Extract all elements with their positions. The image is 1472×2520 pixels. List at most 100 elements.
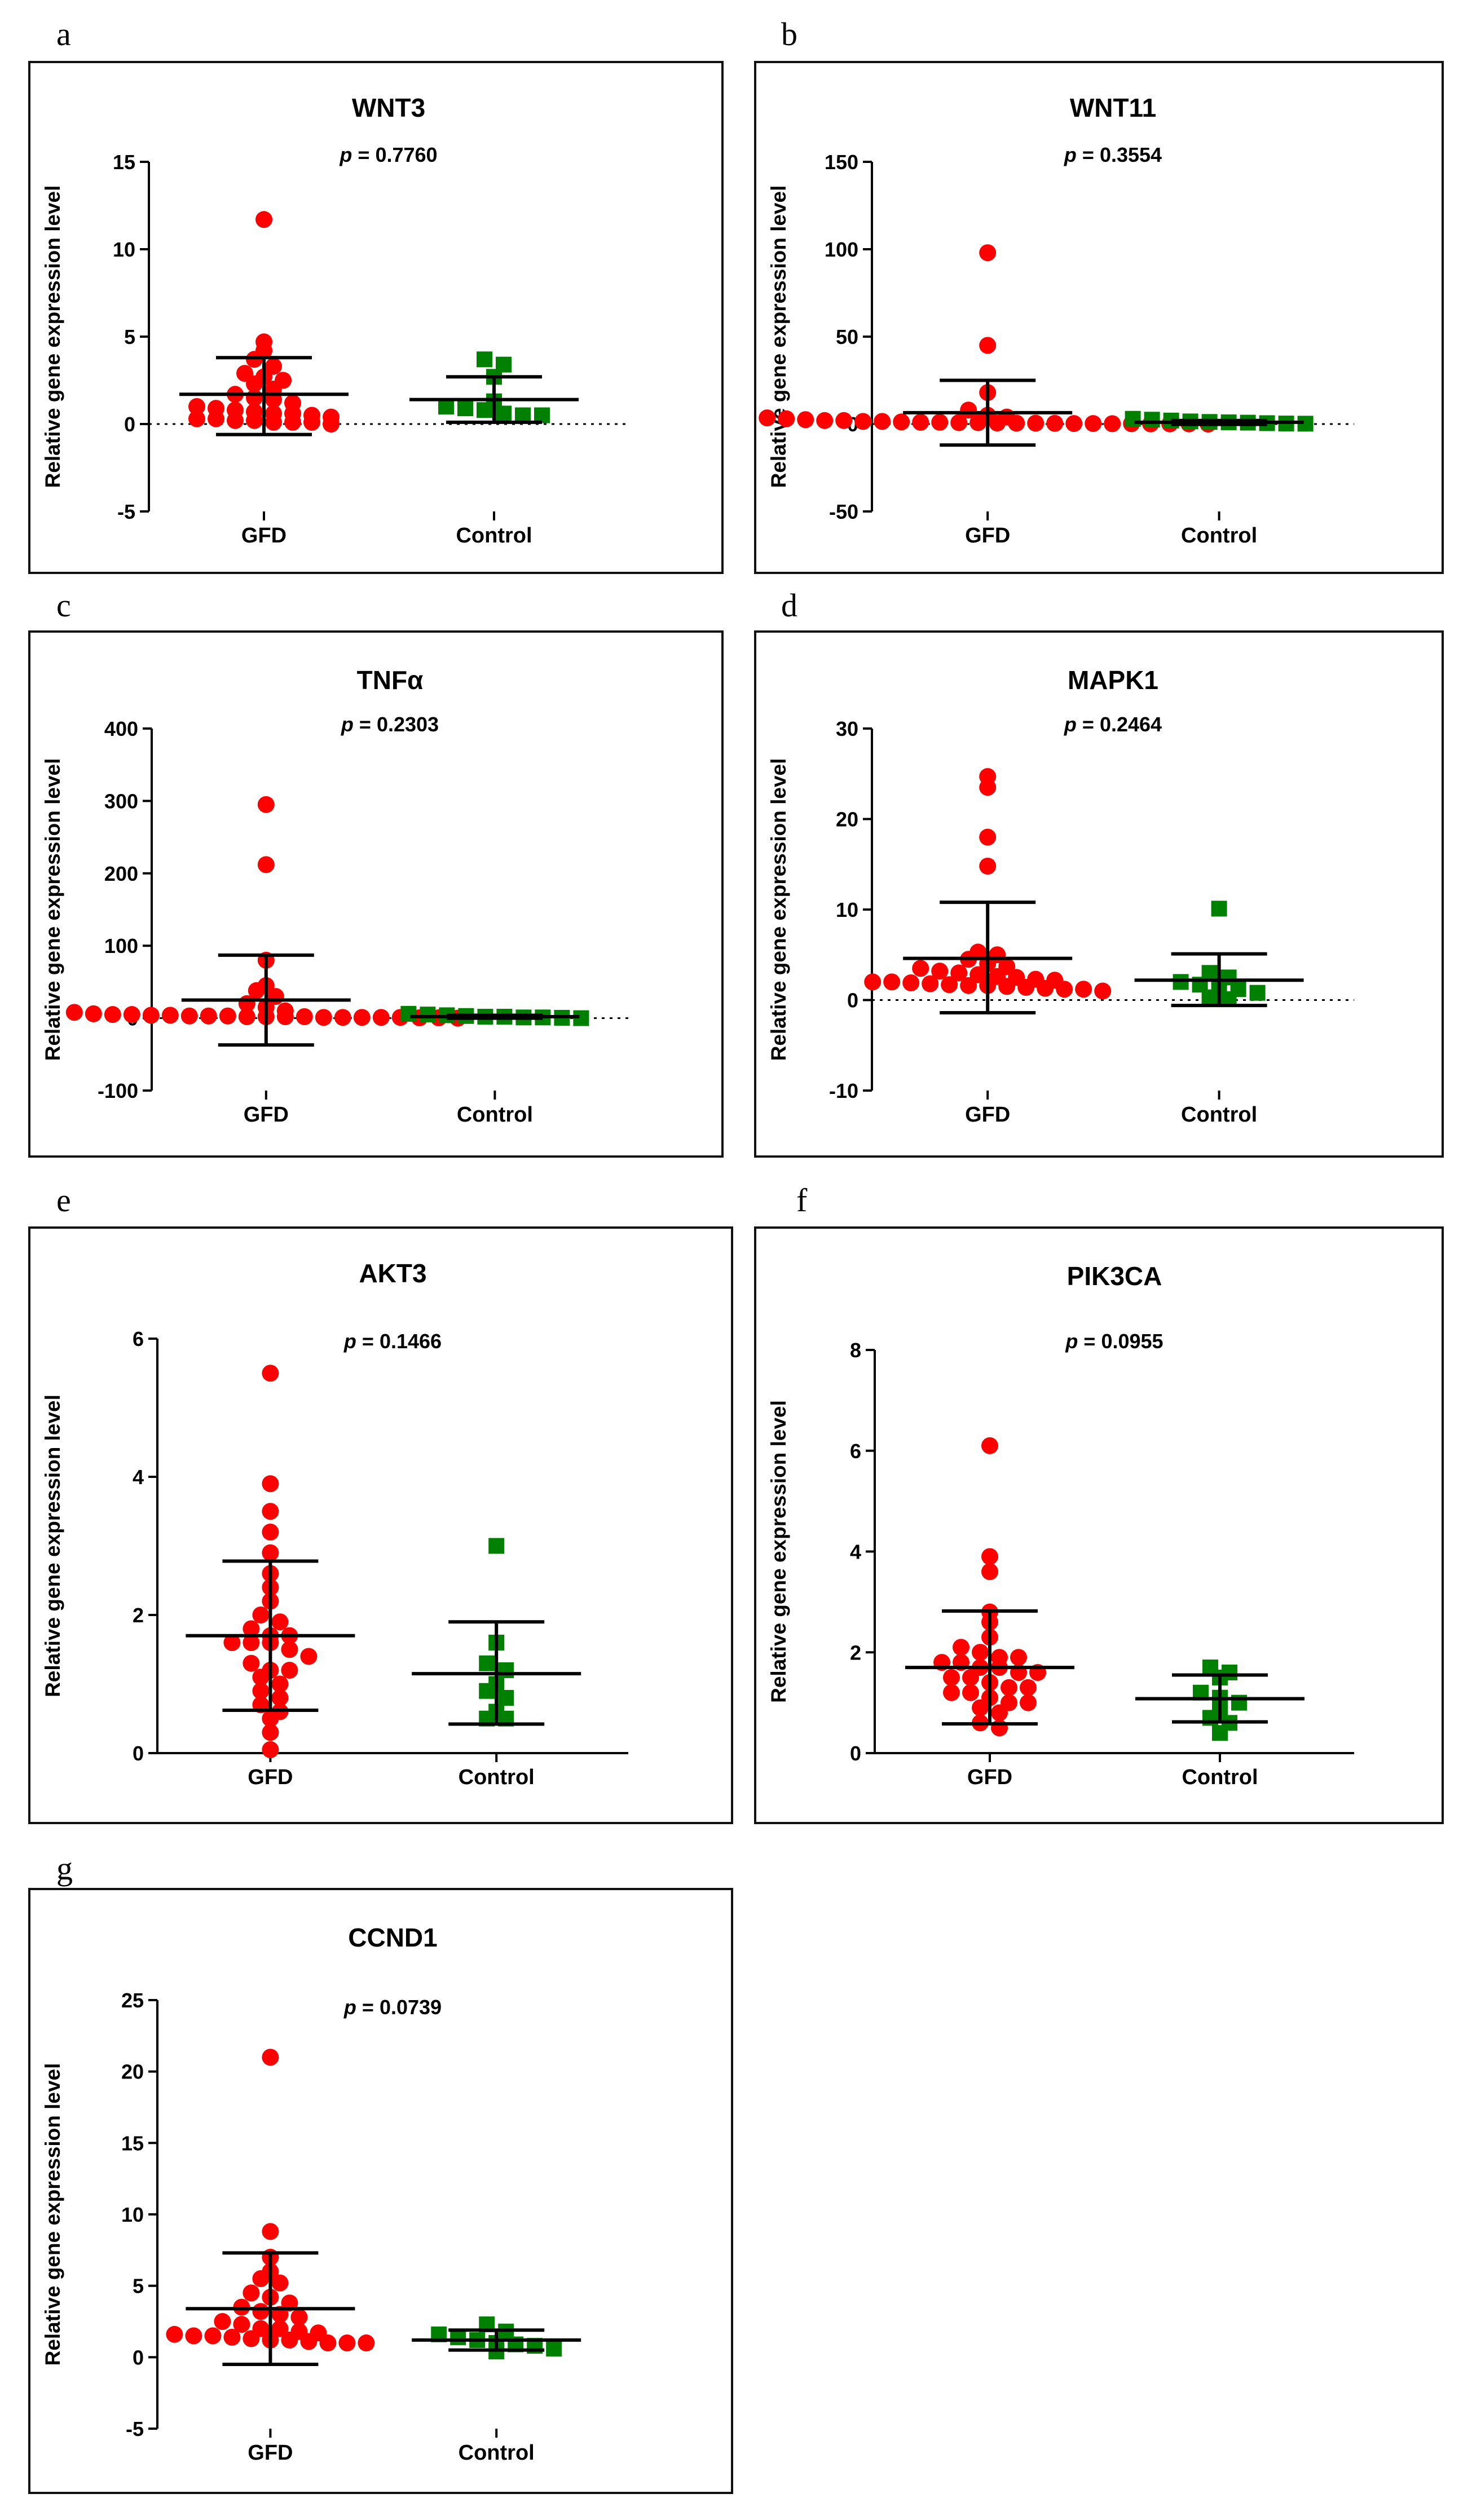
data-point-gfd: [276, 1008, 294, 1026]
data-point-gfd: [252, 1682, 270, 1700]
data-point-gfd: [257, 856, 275, 873]
data-point-gfd: [252, 2270, 270, 2287]
data-point-control: [1144, 412, 1160, 428]
data-point-gfd: [246, 375, 263, 392]
data-point-gfd: [1001, 1679, 1017, 1696]
y-tick-label: 100: [825, 238, 858, 261]
data-point-gfd: [281, 1641, 298, 1658]
data-point-gfd: [219, 1007, 236, 1025]
y-tick-label: 15: [121, 2131, 144, 2155]
data-point-gfd: [243, 2330, 260, 2347]
y-tick-label: 300: [104, 789, 138, 813]
data-point-gfd: [281, 2331, 298, 2349]
x-category-label: Control: [1181, 1103, 1257, 1127]
y-tick-label: 0: [133, 2346, 144, 2369]
y-tick-label: 30: [836, 717, 858, 740]
panel-a: WNT3 p = 0.7760 -5 0 5 10 15 Relative gene expr…: [28, 61, 724, 574]
data-point-gfd: [979, 244, 997, 262]
p-value: = 0.0739: [356, 1996, 442, 2019]
y-tick-label: 10: [121, 2203, 144, 2226]
p-value-label: p = 0.2303: [341, 713, 439, 736]
data-point-gfd: [883, 973, 901, 991]
x-category-label: Control: [456, 524, 532, 548]
y-tick-label: 2: [850, 1641, 861, 1664]
data-point-gfd: [1056, 981, 1073, 998]
data-point-gfd: [1008, 414, 1025, 432]
data-point-gfd: [204, 2327, 222, 2345]
data-point-gfd: [991, 1704, 1008, 1722]
data-point-gfd: [1104, 415, 1121, 432]
data-point-gfd: [979, 337, 997, 354]
p-value: = 0.3554: [1077, 143, 1162, 166]
data-point-gfd: [284, 413, 301, 431]
data-point-gfd: [246, 351, 263, 368]
y-tick-label: -50: [829, 500, 858, 523]
x-category-label: GFD: [244, 1103, 289, 1127]
y-tick-label: 0: [124, 413, 135, 436]
data-point-gfd: [981, 1563, 998, 1581]
p-symbol: p: [339, 143, 352, 166]
data-point-gfd: [864, 973, 882, 991]
data-point-gfd: [262, 1475, 279, 1493]
data-point-control: [1173, 974, 1189, 990]
data-point-control: [477, 351, 492, 368]
data-point-control: [479, 1655, 495, 1671]
data-point-gfd: [319, 2334, 337, 2351]
data-point-gfd: [1065, 415, 1083, 432]
y-tick-label: 4: [133, 1466, 144, 1489]
x-category-label: GFD: [248, 2441, 293, 2465]
y-tick-label: 6: [133, 1327, 144, 1351]
data-point-control: [1201, 989, 1218, 1005]
data-point-control: [457, 400, 473, 417]
chart-title: MAPK1: [1068, 665, 1158, 695]
data-point-control: [438, 399, 454, 414]
data-point-gfd: [262, 1544, 279, 1561]
x-category-label: GFD: [965, 524, 1010, 548]
p-symbol: p: [341, 713, 354, 736]
data-point-gfd: [981, 1437, 998, 1454]
y-tick-label: 10: [113, 238, 135, 261]
data-point-gfd: [161, 1007, 179, 1024]
x-category-label: Control: [459, 1766, 535, 1789]
y-tick-label: -5: [126, 2417, 144, 2440]
y-tick-label: 6: [850, 1440, 861, 1463]
p-symbol: p: [1064, 143, 1077, 166]
chart-title: WNT11: [1070, 93, 1156, 122]
data-point-gfd: [1037, 979, 1054, 997]
p-value: = 0.7760: [352, 143, 437, 166]
data-point-gfd: [262, 1724, 279, 1741]
y-tick-label: 5: [124, 325, 135, 348]
y-axis-label: Relative gene expression level: [41, 186, 64, 488]
data-point-gfd: [902, 974, 920, 992]
panel-letter-f: f: [796, 1182, 808, 1219]
data-point-gfd: [271, 2320, 289, 2337]
data-point-gfd: [759, 409, 776, 427]
chart-title: WNT3: [352, 93, 425, 122]
data-point-gfd: [372, 1009, 390, 1026]
data-point-gfd: [252, 1669, 270, 1686]
chart-pik3ca: PIK3CA p = 0.0955 0 2 4 6 8 Relative gene expre…: [767, 1261, 1354, 1789]
panel-letter-d: d: [781, 587, 797, 624]
data-point-gfd: [323, 416, 340, 432]
panel-letter-a: a: [56, 16, 71, 52]
data-point-gfd: [797, 411, 814, 429]
y-tick-label: 25: [121, 1989, 144, 2012]
data-point-gfd: [271, 1613, 289, 1631]
data-point-control: [488, 1538, 505, 1554]
p-value-label: p = 0.7760: [339, 143, 437, 166]
y-tick-label: 15: [113, 151, 135, 174]
data-point-gfd: [979, 779, 997, 796]
data-point-gfd: [65, 1004, 83, 1021]
data-point-gfd: [953, 1639, 969, 1656]
p-value-label: p = 0.0739: [343, 1996, 442, 2019]
y-axis-label: Relative gene expression level: [41, 2063, 64, 2366]
data-point-gfd: [262, 1741, 279, 1758]
data-point-gfd: [296, 1008, 313, 1026]
data-point-gfd: [922, 975, 939, 992]
data-point-gfd: [243, 1634, 260, 1651]
data-point-gfd: [300, 1648, 318, 1665]
data-point-gfd: [252, 2303, 270, 2320]
y-tick-label: 20: [121, 2060, 144, 2084]
data-point-control: [450, 2329, 466, 2345]
